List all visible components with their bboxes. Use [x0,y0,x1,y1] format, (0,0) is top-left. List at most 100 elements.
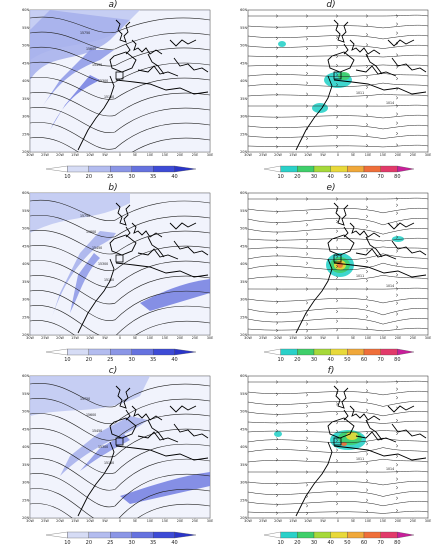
streamline [248,274,428,280]
streamline [248,104,428,107]
lat-tick-label: 55N [22,26,29,30]
panel-a: a) 15750 15600 15450 15300 15150 60N 55N 50N 45N 4… [8,0,218,180]
flow-arrow [335,197,339,201]
colorbar-segment [347,531,365,539]
flow-arrow [395,104,399,108]
colorbar: 10 20 30 40 50 60 70 80 [263,165,415,180]
coastline [125,43,131,55]
contour-line [30,398,210,424]
colorbar-segment [363,165,381,173]
lon-tick-label: 30E [425,519,431,523]
flow-arrow [275,145,279,149]
flow-arrow [395,463,399,467]
streamline [248,114,428,119]
coastline [387,222,415,230]
lat-tick-label: 20N [240,333,247,337]
flow-arrow [275,511,279,515]
colorbar-label: 60 [361,540,367,546]
contour-line [30,413,210,441]
contour-label: 15300 [98,445,108,449]
flow-arrow [305,92,309,96]
flow-arrow [395,509,399,513]
lat-tick-label: 55N [240,209,247,213]
lat-tick-label: 40N [22,79,29,83]
flow-arrow [365,479,369,483]
flow-arrow [335,104,339,108]
colorbar: 10 20 25 30 35 40 [45,348,197,363]
contour-line [30,46,210,67]
flow-arrow [275,14,279,18]
isobar-label: 1011 [356,91,364,95]
coastline [333,202,349,226]
contour-label: 15450 [92,246,102,250]
flow-arrow [275,300,279,304]
lon-tick-label: 20W [274,336,282,340]
lat-tick-label: 35N [22,97,29,101]
colorbar-segment [313,531,331,539]
flow-arrow [335,255,339,259]
flow-arrow [395,131,399,136]
colorbar-label: 30 [129,540,135,546]
colorbar-label: 40 [327,357,333,363]
flow-arrow [305,329,309,333]
coastline [131,222,163,238]
flow-arrow [335,219,339,224]
flow-arrow [275,238,279,243]
contour-line [30,229,210,255]
lon-tick-label: 25W [259,336,267,340]
colorbar-label: 10 [277,174,283,180]
coastline [147,419,165,441]
flow-arrow [395,301,399,305]
wind-shading [140,279,210,311]
streamline [248,410,428,417]
streamline [248,73,428,77]
map-content: 1011 1014 [248,197,428,334]
streamline [248,430,428,433]
flow-arrow [365,23,369,27]
study-area-box [333,254,342,263]
flow-arrow [305,37,309,41]
lat-tick-label: 40N [22,262,29,266]
colorbar-label: 80 [394,540,400,546]
contour-line [30,443,210,474]
flow-arrow [275,328,279,333]
lon-tick-label: 15W [71,153,79,157]
lat-tick-label: 50N [240,44,247,48]
coastline [109,51,137,73]
contour-label: 15750 [80,214,90,218]
flow-arrow [305,55,309,59]
coastline [391,57,427,73]
lon-tick-label: 0 [337,336,339,340]
colorbar-label: 25 [107,540,113,546]
isobar-label: 1014 [386,284,394,288]
wind-shading [30,376,150,416]
lon-tick-label: 30W [244,153,252,157]
flow-arrow [305,446,309,450]
colorbar-segment [330,531,348,539]
colorbar-segment [152,531,175,539]
coastline [327,51,355,73]
lon-tick-label: 10W [304,519,312,523]
flow-arrow [275,503,279,507]
lon-tick-label: 15E [380,336,386,340]
colorbar-segment [263,348,281,356]
colorbar-label: 40 [327,174,333,180]
flow-arrow [395,53,399,57]
wind-shading [120,472,210,504]
flow-arrow [275,104,279,108]
lon-tick-label: 30W [244,336,252,340]
flow-arrow [275,437,279,441]
lon-tick-label: 15E [162,519,168,523]
contour-line [30,122,210,150]
flow-arrow [305,223,309,227]
colorbar-label: 50 [344,357,350,363]
flow-arrow [395,249,399,253]
flow-arrow [365,304,369,308]
colorbar-label: 50 [344,540,350,546]
colorbar-label: 10 [64,357,70,363]
streamline [248,93,428,97]
coastline [77,441,115,517]
lat-tick-label: 35N [22,280,29,284]
lon-tick-label: 20W [56,336,64,340]
panel-b: b) 15750 15600 15450 15300 15150 60N 55N 50N 45N 4… [8,183,218,363]
